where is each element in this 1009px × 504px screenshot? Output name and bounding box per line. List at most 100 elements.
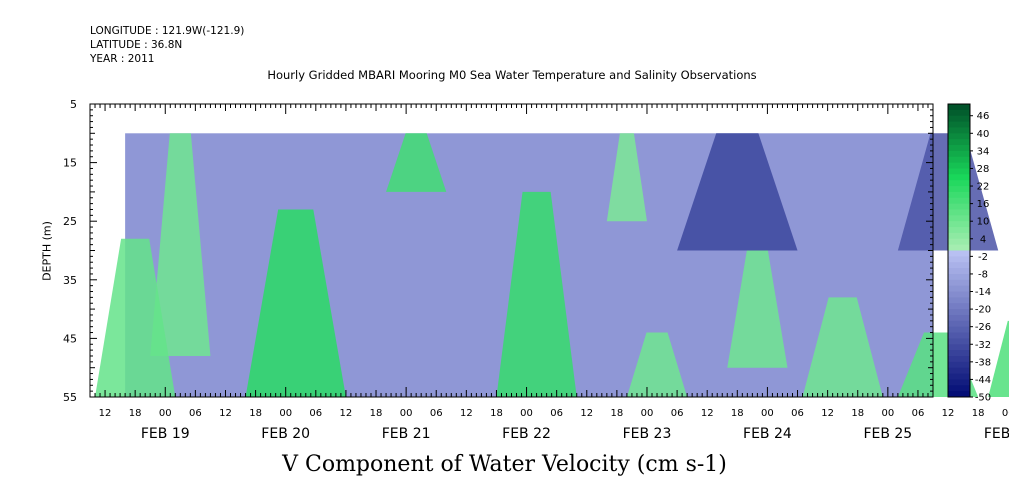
x-hour-tick-label: 00 (400, 408, 413, 419)
x-hour-tick-label: 18 (972, 408, 985, 419)
y-tick-label: 5 (70, 98, 77, 111)
x-hour-tick-label: 18 (851, 408, 864, 419)
colorbar-segment (948, 104, 970, 111)
colorbar-segment (948, 262, 970, 269)
colorbar-label: -8 (978, 269, 988, 280)
velocity-feature-positive (245, 209, 346, 397)
x-hour-tick-label: 12 (942, 408, 955, 419)
colorbar-segment (948, 145, 970, 152)
colorbar-segment (948, 320, 970, 328)
colorbar-segment (948, 373, 970, 380)
colorbar-segment (948, 127, 970, 134)
x-hour-tick-label: 12 (460, 408, 473, 419)
longitude-label: LONGITUDE : 121.9W(-121.9) (90, 25, 245, 37)
x-hour-tick-label: 06 (309, 408, 322, 419)
colorbar: 46 40 34 28 22 16 10 4 -2 -8 -14 -20 -26 -32 -38 -44 -50 (947, 103, 991, 404)
colorbar-segment (948, 232, 970, 240)
colorbar-label: 22 (977, 182, 990, 193)
x-day-label: FEB 20 (261, 426, 310, 442)
x-day-label: FEB 23 (623, 426, 672, 442)
y-tick-label: 25 (63, 215, 77, 228)
x-hour-tick-label: 06 (550, 408, 563, 419)
colorbar-segment (948, 197, 970, 205)
x-day-label: FEB 22 (502, 426, 551, 442)
x-hour-tick-label: 12 (99, 408, 112, 419)
colorbar-label: 46 (977, 111, 990, 122)
x-axis: 12 18 00 06 12 18 00 06 12 18 00 06 12 18 00 06 12 18 00 06… (89, 104, 1009, 442)
x-hour-tick-label: 12 (219, 408, 232, 419)
colorbar-label: 28 (977, 164, 990, 175)
colorbar-segment (948, 168, 970, 175)
x-hour-tick-label: 18 (731, 408, 744, 419)
colorbar-label: -26 (975, 322, 991, 333)
colorbar-segment (948, 139, 970, 146)
colorbar-segment (948, 115, 970, 123)
colorbar-label: 4 (980, 234, 986, 245)
colorbar-segment (948, 297, 970, 304)
x-hour-tick-label: 00 (520, 408, 533, 419)
x-hour-tick-label: 12 (340, 408, 353, 419)
x-hour-tick-label: 12 (701, 408, 714, 419)
x-hour-tick-label: 12 (580, 408, 593, 419)
x-hour-tick-label: 06 (671, 408, 684, 419)
colorbar-segment (948, 344, 970, 351)
x-day-label: FEB 19 (141, 426, 190, 442)
colorbar-segment (948, 191, 970, 199)
colorbar-segment (948, 133, 970, 140)
colorbar-segment (948, 109, 970, 117)
colorbar-segment (948, 268, 970, 275)
colorbar-label: -20 (975, 305, 991, 316)
colorbar-segment (948, 244, 970, 251)
colorbar-segment (948, 279, 970, 287)
velocity-feature-positive (727, 250, 788, 368)
colorbar-segment (948, 273, 970, 281)
x-hour-tick-label: 18 (370, 408, 383, 419)
x-hour-tick-label: 06 (430, 408, 443, 419)
colorbar-segment (948, 174, 970, 181)
colorbar-segment (948, 162, 970, 169)
chart-title: Hourly Gridded MBARI Mooring M0 Sea Wate… (267, 68, 757, 82)
colorbar-segment (948, 221, 970, 228)
colorbar-label: -14 (975, 287, 991, 298)
x-hour-tick-label: 00 (1002, 408, 1009, 419)
colorbar-frame (947, 103, 971, 398)
colorbar-segment (948, 367, 970, 375)
velocity-feature-positive (626, 332, 688, 397)
colorbar-segment (948, 256, 970, 263)
year-label: YEAR : 2011 (90, 53, 155, 65)
x-hour-tick-label: 00 (641, 408, 654, 419)
colorbar-segment (948, 186, 970, 193)
x-hour-tick-label: 06 (189, 408, 202, 419)
colorbar-segment (948, 338, 970, 345)
x-hour-tick-label: 00 (159, 408, 172, 419)
colorbar-segment (948, 385, 970, 392)
velocity-feature-negative (677, 133, 798, 251)
x-hour-tick-label: 18 (129, 408, 142, 419)
x-hour-tick-label: 18 (249, 408, 262, 419)
plot-area (89, 103, 1009, 398)
x-hour-tick-label: 00 (881, 408, 894, 419)
x-hour-tick-label: 18 (490, 408, 503, 419)
x-day-label: FEB 25 (863, 426, 912, 442)
colorbar-segment (948, 326, 970, 334)
velocity-feature-positive (496, 191, 577, 397)
x-hour-tick-label: 00 (279, 408, 292, 419)
colorbar-segment (948, 303, 970, 310)
y-tick-label: 45 (63, 332, 77, 345)
colorbar-segment (948, 227, 970, 234)
colorbar-segment (948, 209, 970, 216)
x-hour-tick-label: 06 (912, 408, 925, 419)
colorbar-segment (948, 355, 970, 363)
x-day-label: FEB 24 (743, 426, 792, 442)
x-axis-title: V Component of Water Velocity (cm s-1) (282, 452, 727, 477)
colorbar-label: 10 (977, 217, 990, 228)
x-hour-tick-label: 18 (611, 408, 624, 419)
colorbar-segment (948, 238, 970, 246)
colorbar-segment (948, 350, 970, 357)
colorbar-label: -44 (975, 375, 991, 386)
colorbar-segment (948, 203, 970, 210)
x-day-label: FEB 21 (382, 426, 431, 442)
colorbar-segment (948, 291, 970, 298)
colorbar-label: -2 (978, 252, 988, 263)
